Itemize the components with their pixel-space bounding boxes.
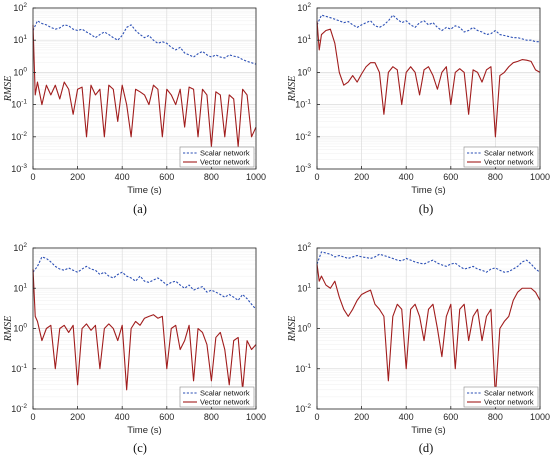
y-tick-label: 102 — [297, 242, 311, 253]
y-tick-label: 101 — [13, 282, 27, 293]
x-tick-label: 0 — [314, 172, 319, 182]
legend-label: Vector network — [200, 158, 250, 167]
chart-panel-3: 0 200 400 600 800 1000 10-2 10-1 100 101 102 Time (… — [3, 242, 266, 455]
x-axis-label: Time (s) — [411, 185, 445, 196]
y-tick-label: 102 — [13, 242, 27, 253]
x-tick-label: 400 — [115, 172, 130, 182]
y-tick-label: 100 — [13, 66, 27, 77]
plot-area — [317, 8, 540, 169]
vector-network-line — [316, 263, 541, 398]
y-tick-label: 10-3 — [295, 163, 311, 174]
legend-label: Scalar network — [200, 389, 250, 398]
scalar-network-line — [32, 256, 257, 310]
x-axis-label: Time (s) — [127, 185, 161, 196]
panel-caption: (d) — [419, 441, 434, 455]
x-tick-label: 200 — [354, 172, 369, 182]
x-axis-label: Time (s) — [411, 425, 445, 436]
y-tick-label: 10-2 — [295, 131, 311, 142]
y-tick-label: 10-2 — [295, 403, 311, 414]
x-tick-label: 200 — [70, 412, 85, 422]
axes-frame — [316, 7, 541, 170]
y-tick-label: 10-1 — [11, 99, 27, 110]
y-tick-label: 100 — [13, 323, 27, 334]
x-tick-label: 400 — [399, 412, 414, 422]
panel-caption: (c) — [133, 441, 147, 455]
y-tick-label: 100 — [297, 323, 311, 334]
chart-panel-4: 0 200 400 600 800 1000 10-2 10-1 100 101 102 Time (… — [287, 242, 550, 455]
legend-box — [463, 146, 539, 168]
x-tick-label: 600 — [443, 412, 458, 422]
vector-network-line — [316, 20, 541, 138]
x-tick-label: 200 — [70, 172, 85, 182]
y-tick-label: 10-1 — [11, 363, 27, 374]
y-tick-label: 10-2 — [11, 131, 27, 142]
y-tick-label: 101 — [297, 34, 311, 45]
x-tick-label: 1000 — [530, 412, 550, 422]
x-tick-label: 0 — [30, 172, 35, 182]
legend-label: Vector network — [484, 398, 534, 407]
axes-frame — [32, 7, 257, 170]
legend-box — [179, 146, 255, 168]
x-tick-label: 200 — [354, 412, 369, 422]
x-tick-label: 800 — [488, 172, 503, 182]
legend-label: Vector network — [200, 398, 250, 407]
y-tick-label: 102 — [13, 2, 27, 13]
y-tick-label: 101 — [297, 282, 311, 293]
y-tick-label: 102 — [297, 2, 311, 13]
x-tick-label: 600 — [159, 412, 174, 422]
legend-label: Scalar network — [484, 389, 534, 398]
x-tick-label: 1000 — [246, 172, 266, 182]
y-tick-label: 101 — [13, 34, 27, 45]
vector-network-line — [32, 269, 257, 391]
vector-network-line — [32, 24, 257, 148]
x-tick-label: 1000 — [246, 412, 266, 422]
x-tick-label: 0 — [30, 412, 35, 422]
y-axis-label: RMSE — [3, 316, 14, 343]
legend-box — [463, 386, 539, 408]
y-tick-label: 10-2 — [11, 403, 27, 414]
y-tick-label: 100 — [297, 66, 311, 77]
x-tick-label: 400 — [115, 412, 130, 422]
x-tick-label: 0 — [314, 412, 319, 422]
y-axis-label: RMSE — [287, 316, 298, 343]
scalar-network-line — [316, 14, 540, 43]
x-tick-label: 400 — [399, 172, 414, 182]
y-axis-label: RMSE — [287, 76, 298, 103]
x-tick-label: 800 — [204, 172, 219, 182]
panel-caption: (a) — [133, 202, 147, 216]
y-tick-label: 10-1 — [295, 99, 311, 110]
x-tick-label: 600 — [443, 172, 458, 182]
chart-panel-2: 0 200 400 600 800 1000 10-3 10-2 10-1 100 101 102 Ti… — [287, 2, 550, 216]
x-axis-label: Time (s) — [127, 425, 161, 436]
panel-caption: (b) — [419, 202, 434, 216]
y-tick-label: 10-3 — [11, 163, 27, 174]
x-tick-label: 800 — [488, 412, 503, 422]
plot-area — [33, 8, 256, 169]
chart-panel-1: 0 200 400 600 800 1000 10-3 10-2 10-1 100 101 102 Ti… — [3, 2, 266, 216]
y-axis-label: RMSE — [3, 76, 14, 103]
legend-label: Scalar network — [484, 149, 534, 158]
x-tick-label: 800 — [204, 412, 219, 422]
legend-label: Scalar network — [200, 149, 250, 158]
scalar-network-line — [316, 251, 541, 273]
x-tick-label: 600 — [159, 172, 174, 182]
scalar-network-line — [32, 20, 257, 65]
x-tick-label: 1000 — [530, 172, 550, 182]
legend-box — [179, 386, 255, 408]
legend-label: Vector network — [484, 158, 534, 167]
y-tick-label: 10-1 — [295, 363, 311, 374]
